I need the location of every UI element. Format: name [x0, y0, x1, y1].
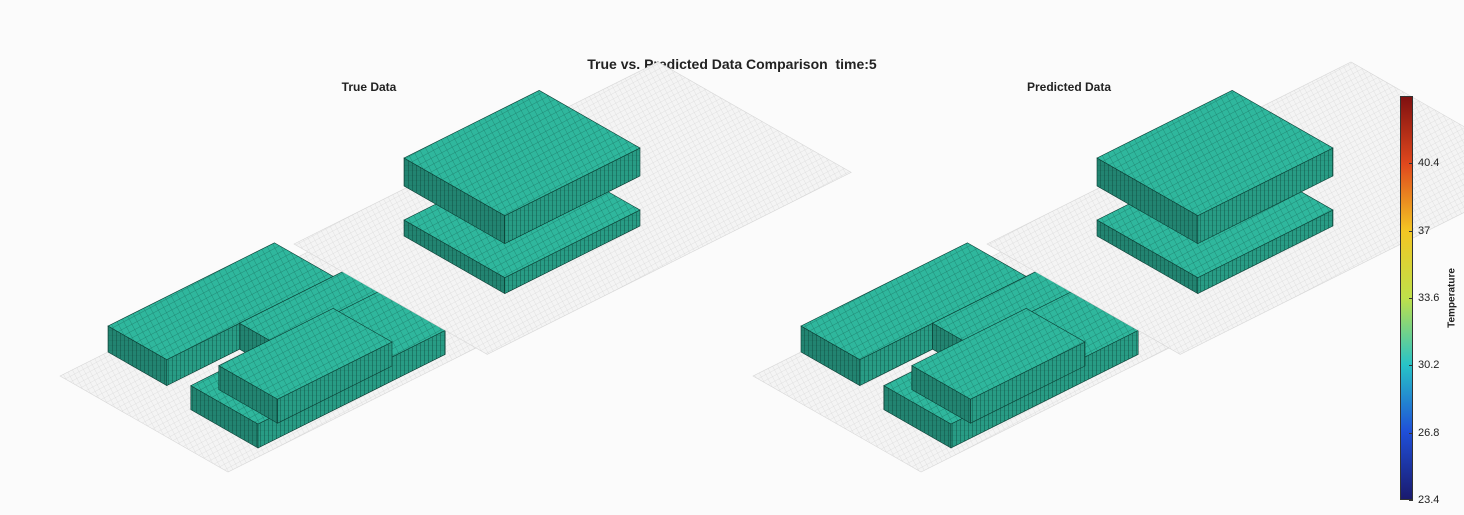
block-top-mesh	[801, 242, 1027, 360]
block-left-mesh	[911, 365, 971, 424]
block-left-mesh	[404, 220, 505, 294]
colorbar-tick-mark	[1409, 365, 1413, 367]
colorbar-tick-mark	[1409, 163, 1413, 165]
colorbar-tick-label: 23.4	[1418, 494, 1440, 506]
predicted-data-title: Predicted Data	[1026, 80, 1112, 94]
block-right-mesh	[258, 330, 446, 448]
block-right-mesh	[504, 210, 640, 294]
voxel-block	[1096, 90, 1334, 245]
true-data-panel	[59, 61, 852, 473]
block-left-mesh	[1097, 158, 1198, 244]
block-left-mesh	[218, 365, 278, 424]
block-left-mesh	[801, 326, 860, 386]
colorbar-tick-label: 40.4	[1418, 157, 1440, 170]
colorbar-tick-mark	[1409, 500, 1413, 501]
colorbar-tick-mark	[1409, 230, 1413, 232]
voxel-block	[403, 90, 641, 245]
block-left-mesh	[1097, 220, 1198, 294]
block-left-mesh	[108, 326, 167, 386]
voxel-block	[218, 308, 393, 424]
colorbar-tick-label: 30.2	[1418, 359, 1440, 372]
block-right-mesh	[277, 342, 392, 424]
block-right-mesh	[970, 342, 1085, 424]
voxel-block	[911, 308, 1086, 424]
block-top-mesh	[404, 90, 640, 216]
block-right-mesh	[1197, 210, 1333, 294]
block-right-mesh	[951, 330, 1139, 448]
block-left-mesh	[404, 158, 505, 244]
block-top-mesh	[1097, 90, 1333, 216]
block-left-mesh	[883, 385, 951, 448]
block-right-mesh	[1197, 148, 1333, 244]
colorbar-tick-label: 37	[1418, 224, 1431, 237]
colorbar-tick-mark	[1409, 432, 1413, 434]
block-top-mesh	[218, 308, 392, 400]
colorbar-tick-label: 33.6	[1418, 292, 1440, 304]
colorbar-label: Temperature	[1446, 268, 1458, 328]
block-right-mesh	[504, 148, 640, 244]
predicted-data-panel	[752, 61, 1464, 473]
block-top-mesh	[911, 308, 1085, 400]
block-top-mesh	[108, 242, 334, 360]
colorbar-tick-label: 26.8	[1418, 426, 1440, 439]
colorbar-tick-mark	[1409, 298, 1413, 299]
true-data-title: True Data	[341, 80, 397, 94]
block-left-mesh	[190, 385, 258, 448]
